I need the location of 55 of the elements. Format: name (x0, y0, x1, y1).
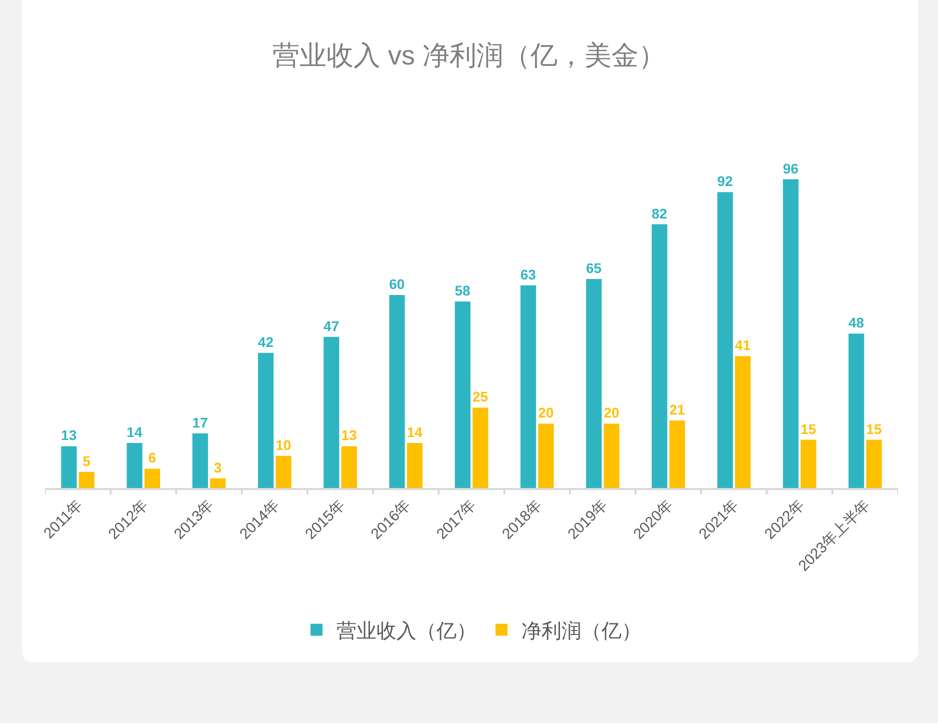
bar (586, 278, 602, 488)
data-label: 25 (472, 388, 488, 405)
bar (472, 408, 488, 488)
data-label: 82 (652, 205, 668, 222)
bar (324, 336, 340, 488)
bar (604, 424, 620, 488)
data-label: 14 (126, 424, 142, 440)
bar (258, 352, 274, 488)
legend-label: 净利润（亿） (522, 620, 642, 643)
bar (341, 446, 357, 488)
bar (520, 285, 536, 488)
data-label: 21 (669, 401, 686, 418)
bar (800, 440, 816, 488)
bar (276, 456, 292, 488)
data-label: 96 (782, 160, 799, 176)
chart-title: 营业收入 vs 净利润（亿，美金） (272, 40, 666, 70)
data-label: 15 (866, 420, 882, 437)
bar (126, 442, 142, 488)
data-label: 5 (82, 452, 91, 469)
data-label: 13 (341, 427, 358, 444)
legend-label: 营业收入（亿） (336, 620, 476, 643)
data-label: 60 (389, 276, 405, 292)
bar (669, 420, 685, 488)
data-label: 10 (276, 436, 292, 453)
bar (144, 468, 160, 488)
data-label: 20 (604, 404, 620, 421)
data-label: 17 (192, 414, 208, 430)
bar (652, 224, 668, 488)
data-label: 58 (454, 282, 471, 298)
data-label: 15 (800, 420, 816, 437)
data-label: 63 (520, 266, 536, 282)
bar (210, 478, 226, 488)
data-label: 20 (538, 404, 554, 421)
bar (735, 356, 751, 488)
bar (406, 442, 423, 488)
data-label: 47 (324, 318, 340, 334)
bar (717, 192, 733, 488)
data-label: 13 (61, 427, 77, 444)
data-label: 65 (586, 260, 602, 276)
data-label: 3 (214, 459, 222, 476)
bar (848, 334, 864, 488)
bar (78, 472, 94, 488)
bar (454, 301, 470, 488)
bar (61, 446, 77, 488)
bar (866, 440, 882, 488)
data-label: 6 (148, 450, 156, 466)
bar (782, 179, 799, 488)
data-label: 48 (848, 314, 864, 331)
bar (192, 433, 208, 488)
data-label: 41 (734, 337, 751, 354)
data-label: 42 (258, 334, 274, 350)
data-label: 14 (406, 424, 423, 440)
data-label: 92 (717, 173, 733, 190)
bar (538, 424, 554, 488)
bar (389, 295, 405, 488)
